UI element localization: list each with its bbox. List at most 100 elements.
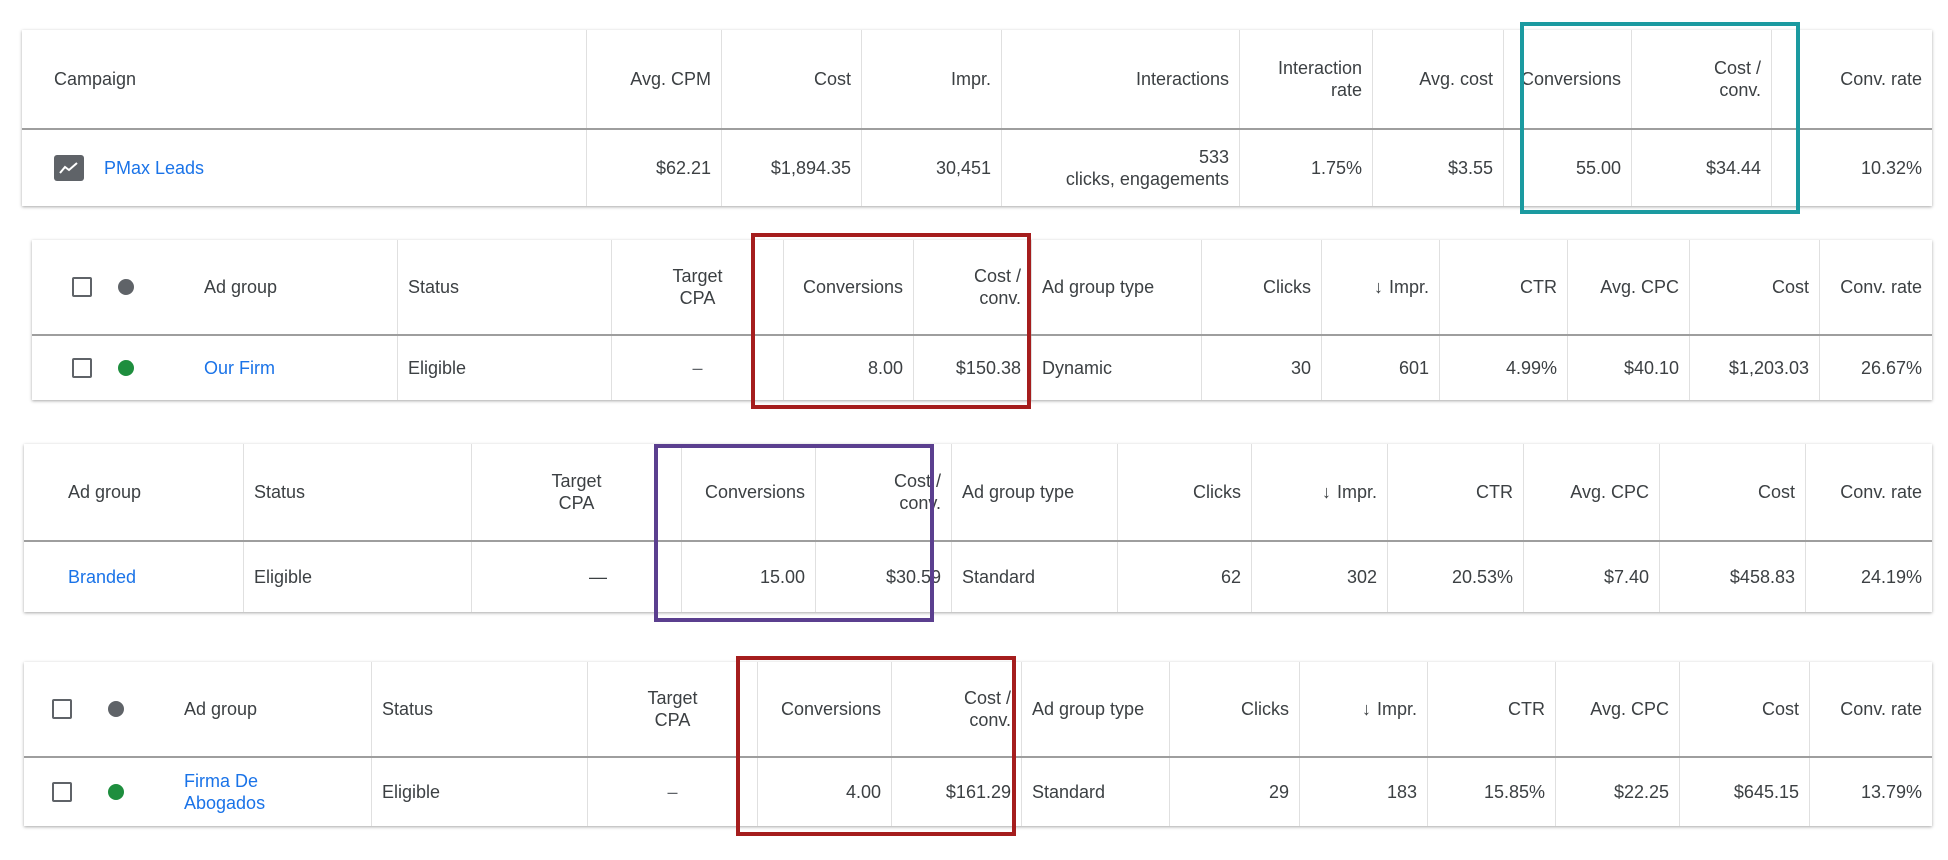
header-cost-conv-line1: Cost / [1713, 58, 1761, 78]
header-cost[interactable]: Cost [1680, 662, 1810, 756]
header-clicks-label: Clicks [1241, 699, 1289, 719]
header-impr[interactable]: ↓ Impr. [1252, 444, 1388, 540]
header-avg-cpm[interactable]: Avg. CPM [587, 30, 722, 128]
status-value: Eligible [244, 542, 472, 612]
header-status[interactable]: Status [398, 240, 612, 334]
header-ad-group-type[interactable]: Ad group type [952, 444, 1118, 540]
ad-group-name-link-line2[interactable]: Abogados [184, 793, 266, 813]
header-cost-conv[interactable]: Cost / conv. [914, 240, 1032, 334]
header-cost-conv[interactable]: Cost / conv. [892, 662, 1022, 756]
avg-cpc-value: $7.40 [1524, 542, 1660, 612]
select-all-checkbox[interactable] [52, 699, 72, 719]
header-conversions[interactable]: Conversions [758, 662, 892, 756]
header-ad-group-label: Ad group [184, 699, 258, 719]
header-campaign[interactable]: Campaign [22, 30, 587, 128]
header-cost[interactable]: Cost [1660, 444, 1806, 540]
ad-group-name-cell: Our Firm [168, 336, 398, 400]
header-ctr[interactable]: CTR [1428, 662, 1556, 756]
conversions-value: 55.00 [1504, 130, 1632, 206]
row-select-cell [32, 336, 168, 400]
header-cost-conv[interactable]: Cost / conv. [816, 444, 952, 540]
header-clicks-label: Clicks [1263, 277, 1311, 297]
header-clicks[interactable]: Clicks [1202, 240, 1322, 334]
header-cost-conv-line1: Cost / [963, 688, 1011, 708]
header-clicks[interactable]: Clicks [1118, 444, 1252, 540]
header-avg-cpc-label: Avg. CPC [1600, 277, 1679, 297]
header-cost-label: Cost [1757, 482, 1795, 502]
header-avg-cost-label: Avg. cost [1419, 69, 1493, 89]
header-status[interactable]: Status [372, 662, 588, 756]
header-status[interactable]: Status [244, 444, 472, 540]
cost-value: $645.15 [1680, 758, 1810, 826]
impr-value: 302 [1252, 542, 1388, 612]
header-conversions[interactable]: Conversions [784, 240, 914, 334]
header-conv-rate[interactable]: Conv. rate [1820, 240, 1932, 334]
header-avg-cost[interactable]: Avg. cost [1373, 30, 1504, 128]
adgroup-table-3: Ad group Status Target CPA Conversions C… [24, 662, 1932, 826]
header-avg-cpm-label: Avg. CPM [630, 69, 711, 89]
ad-group-name-link[interactable]: Our Firm [204, 358, 275, 378]
avg-cpm-value: $62.21 [587, 130, 722, 206]
header-impr-label: Impr. [950, 69, 991, 89]
status-value: Eligible [372, 758, 588, 826]
ad-group-type-value: Standard [952, 542, 1118, 612]
header-ad-group-type-label: Ad group type [1032, 699, 1145, 719]
header-interaction-rate[interactable]: Interaction rate [1240, 30, 1373, 128]
ctr-value: 15.85% [1428, 758, 1556, 826]
header-target-cpa[interactable]: Target CPA [612, 240, 784, 334]
table-row: Firma De Abogados Eligible – 4.00 $161.2… [24, 758, 1932, 826]
header-ctr[interactable]: CTR [1440, 240, 1568, 334]
conversions-value: 8.00 [784, 336, 914, 400]
header-status-label: Status [382, 699, 434, 719]
header-conversions[interactable]: Conversions [1504, 30, 1632, 128]
header-ad-group-type[interactable]: Ad group type [1022, 662, 1170, 756]
header-ad-group[interactable]: Ad group [160, 662, 372, 756]
header-clicks[interactable]: Clicks [1170, 662, 1300, 756]
row-checkbox[interactable] [52, 782, 72, 802]
campaign-name-link[interactable]: PMax Leads [104, 158, 205, 178]
ad-group-name-link[interactable]: Branded [68, 567, 137, 587]
ctr-value: 20.53% [1388, 542, 1524, 612]
header-conversions[interactable]: Conversions [682, 444, 816, 540]
header-conversions-label: Conversions [704, 482, 805, 502]
conv-rate-value: 13.79% [1860, 782, 1922, 802]
header-interaction-rate-line1: Interaction [1277, 58, 1362, 78]
interactions-count: 533 [1198, 147, 1229, 167]
interactions-subtext: clicks, engagements [1065, 169, 1229, 189]
header-impr[interactable]: ↓ Impr. [1300, 662, 1428, 756]
header-avg-cpc[interactable]: Avg. CPC [1568, 240, 1690, 334]
header-impr[interactable]: ↓ Impr. [1322, 240, 1440, 334]
header-target-cpa[interactable]: Target CPA [588, 662, 758, 756]
ad-group-name-cell: Branded [24, 542, 244, 612]
ad-group-name-link-line1[interactable]: Firma De [184, 771, 259, 791]
row-checkbox[interactable] [72, 358, 92, 378]
header-cost-label: Cost [813, 69, 851, 89]
header-avg-cpc[interactable]: Avg. CPC [1524, 444, 1660, 540]
header-ad-group[interactable]: Ad group [168, 240, 398, 334]
interaction-rate-value: 1.75% [1240, 130, 1373, 206]
header-avg-cpc[interactable]: Avg. CPC [1556, 662, 1680, 756]
header-cost-conv-line1: Cost / [973, 266, 1021, 286]
header-avg-cpc-label: Avg. CPC [1590, 699, 1669, 719]
header-conv-rate[interactable]: Conv. rate [1772, 30, 1932, 128]
header-conv-rate[interactable]: Conv. rate [1810, 662, 1932, 756]
header-conv-rate[interactable]: Conv. rate [1806, 444, 1932, 540]
header-interactions[interactable]: Interactions [1002, 30, 1240, 128]
header-cost[interactable]: Cost [722, 30, 862, 128]
header-ad-group-type[interactable]: Ad group type [1032, 240, 1202, 334]
header-cost[interactable]: Cost [1690, 240, 1820, 334]
clicks-value: 62 [1118, 542, 1252, 612]
header-ctr[interactable]: CTR [1388, 444, 1524, 540]
cost-conv-value: $161.29 [892, 758, 1022, 826]
adgroup-table-2-header: Ad group Status Target CPA Conversions C… [24, 444, 1932, 542]
header-cost-conv[interactable]: Cost / conv. [1632, 30, 1772, 128]
conv-rate-value: 24.19% [1860, 567, 1922, 587]
select-all-cell [32, 240, 168, 334]
adgroup-table-1-header: Ad group Status Target CPA Conversions C… [32, 240, 1932, 336]
header-ad-group[interactable]: Ad group [24, 444, 244, 540]
header-campaign-label: Campaign [54, 69, 137, 89]
select-all-checkbox[interactable] [72, 277, 92, 297]
row-select-cell [24, 758, 160, 826]
header-impr[interactable]: Impr. [862, 30, 1002, 128]
header-target-cpa[interactable]: Target CPA [472, 444, 682, 540]
